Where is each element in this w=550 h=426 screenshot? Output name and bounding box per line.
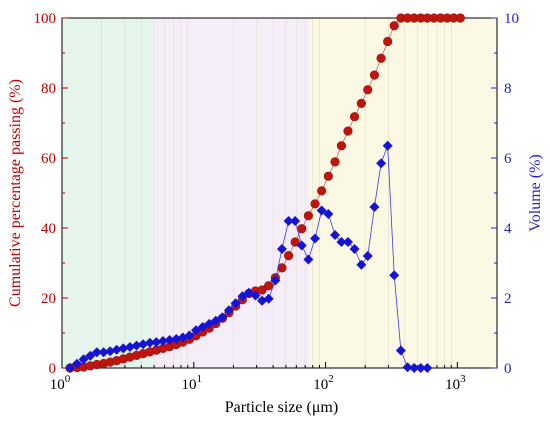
cumulative-point [323, 171, 333, 181]
volume-point [118, 343, 129, 354]
background-band-1 [62, 18, 155, 368]
volume-point [369, 202, 380, 212]
volume-series [64, 140, 433, 373]
x-tick-label: 102 [313, 373, 334, 393]
x-tick-label: 103 [445, 373, 466, 393]
volume-point [184, 330, 195, 341]
volume-point [98, 347, 109, 358]
volume-point [323, 209, 334, 219]
volume-point [316, 205, 327, 216]
cumulative-point [290, 237, 300, 247]
volume-point [296, 240, 307, 251]
volume-point [131, 340, 142, 351]
minor-gridlines [101, 18, 498, 368]
volume-point [349, 244, 360, 254]
volume-point [144, 337, 155, 348]
volume-point [217, 312, 228, 323]
cumulative-point [389, 21, 399, 31]
cumulative-point [376, 53, 386, 63]
volume-point [138, 339, 149, 350]
cumulative-point [310, 199, 320, 209]
y-right-tick-label: 8 [504, 81, 512, 97]
volume-point [356, 259, 367, 270]
volume-point [342, 237, 353, 247]
y-right-tick-label: 0 [504, 361, 512, 377]
volume-point [263, 293, 274, 304]
y-left-tick-label: 40 [41, 221, 56, 237]
volume-point [91, 347, 102, 358]
volume-point [376, 158, 387, 169]
cumulative-point [343, 126, 353, 136]
cumulative-point [363, 85, 373, 95]
volume-point [78, 354, 89, 365]
y-right-tick-label: 6 [504, 151, 512, 167]
volume-point [283, 216, 294, 226]
volume-point [389, 270, 400, 281]
volume-point [276, 244, 287, 254]
cumulative-point [356, 98, 366, 108]
x-tick-label: 100 [50, 373, 71, 393]
y-right-tick-label: 2 [504, 291, 512, 307]
y-left-tick-label: 80 [41, 81, 56, 97]
cumulative-point [336, 141, 347, 151]
y-axis-left-title: Cumulative percentage passing (%) [7, 79, 24, 307]
volume-point [64, 363, 75, 373]
volume-point [111, 344, 122, 355]
volume-point [210, 315, 221, 326]
volume-point [422, 363, 433, 373]
y-right-tick-label: 4 [504, 221, 512, 237]
y-axis-right-title: Volume (%) [527, 154, 544, 231]
volume-point [330, 230, 341, 240]
background-band-3 [309, 18, 497, 368]
volume-point [164, 335, 175, 345]
volume-point [415, 363, 426, 373]
y-right-tick-label: 10 [504, 11, 519, 27]
volume-point [310, 233, 321, 244]
volume-point [124, 342, 135, 352]
volume-point [157, 336, 168, 347]
x-tick-label: 101 [182, 373, 203, 393]
volume-point [85, 350, 96, 361]
cumulative-point [369, 70, 380, 80]
volume-point [382, 140, 393, 151]
cumulative-point [349, 112, 360, 122]
cumulative-point [303, 211, 313, 221]
volume-point [105, 346, 116, 357]
volume-point [290, 216, 301, 226]
x-axis-title: Particle size (μm) [225, 399, 338, 416]
background-bands [62, 18, 497, 368]
cumulative-point [317, 186, 327, 196]
volume-point [362, 251, 373, 261]
cumulative-point [264, 281, 274, 291]
volume-point [72, 358, 83, 369]
cumulative-point [297, 224, 307, 234]
volume-point [409, 363, 420, 373]
cumulative-point [455, 13, 465, 23]
volume-point [402, 362, 413, 373]
cumulative-point [283, 251, 294, 261]
volume-point [270, 275, 281, 286]
cumulative-point [257, 285, 267, 295]
volume-point [395, 345, 406, 356]
volume-point [171, 333, 182, 344]
volume-point [151, 337, 162, 348]
y-left-tick-label: 20 [41, 291, 56, 307]
volume-point [230, 298, 241, 309]
cumulative-point [383, 36, 393, 47]
volume-point [303, 254, 314, 265]
y-left-tick-label: 0 [49, 361, 57, 377]
volume-point [250, 290, 261, 301]
y-left-tick-label: 60 [41, 151, 56, 167]
cumulative-point [330, 157, 340, 167]
volume-point [223, 305, 234, 316]
volume-point [336, 237, 347, 247]
y-left-tick-label: 100 [34, 11, 57, 27]
